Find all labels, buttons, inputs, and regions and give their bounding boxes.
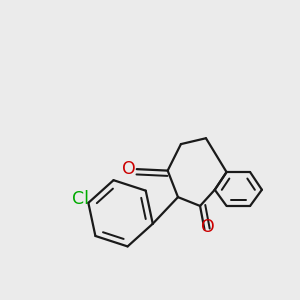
Text: O: O: [122, 160, 135, 178]
Text: O: O: [200, 218, 214, 236]
Text: Cl: Cl: [73, 190, 89, 208]
